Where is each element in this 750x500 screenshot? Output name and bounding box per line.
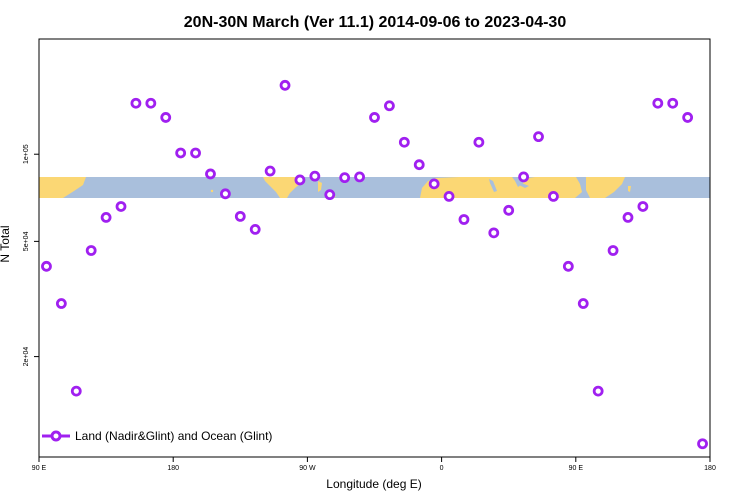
axis-ticks: 90 E 180 90 W 0 90 E 180 2e+04 5e+04 1e+05 [23, 144, 716, 472]
x-tick-label: 90 E [569, 465, 584, 472]
data-point [85, 245, 97, 256]
data-point [70, 385, 82, 397]
land-india-left [39, 177, 86, 198]
data-point [294, 174, 306, 186]
data-point [637, 201, 649, 212]
data-points [41, 79, 708, 450]
data-point [398, 136, 410, 148]
y-tick-label: 2e+04 [23, 347, 30, 367]
chart-title: 20N-30N March (Ver 11.1) 2014-09-06 to 2… [184, 14, 567, 31]
data-point [264, 165, 276, 177]
data-point [384, 100, 395, 112]
land-hawaii [210, 189, 214, 193]
data-point [577, 298, 589, 309]
data-point [100, 212, 112, 223]
x-tick-label: 0 [440, 465, 444, 472]
y-tick-label: 1e+05 [23, 144, 30, 164]
x-tick-label: 180 [704, 465, 716, 472]
land-americas [263, 177, 302, 198]
land-east-asia [586, 177, 625, 198]
data-point [697, 438, 708, 450]
legend: Land (Nadir&Glint) and Ocean (Glint) [42, 429, 272, 443]
data-point [548, 191, 559, 202]
data-point [205, 168, 216, 180]
x-tick-label: 180 [167, 465, 179, 472]
x-axis-label: Longitude (deg E) [326, 477, 421, 491]
data-point [533, 131, 544, 143]
data-point [279, 79, 291, 91]
data-point [592, 385, 604, 397]
data-point [190, 147, 201, 159]
data-point [682, 112, 694, 123]
red-sea [489, 179, 497, 192]
data-point [369, 112, 380, 123]
data-point [473, 136, 485, 148]
y-axis-label: N Total [0, 225, 12, 262]
y-tick-label: 5e+04 [23, 231, 30, 251]
data-point [607, 245, 619, 256]
data-point [55, 298, 67, 309]
legend-marker [50, 430, 62, 442]
data-point [145, 97, 157, 109]
plot-frame [38, 38, 711, 458]
land-africa-asia [420, 177, 582, 198]
data-point [622, 212, 634, 223]
legend-label: Land (Nadir&Glint) and Ocean (Glint) [75, 429, 272, 443]
data-point [309, 170, 321, 182]
data-point [413, 159, 425, 171]
data-point [339, 172, 351, 184]
data-point [354, 171, 365, 183]
data-point [667, 97, 679, 109]
data-point [234, 210, 246, 222]
data-point [562, 260, 574, 272]
data-point [652, 97, 664, 109]
data-point [428, 178, 440, 190]
x-tick-label: 90 W [299, 465, 316, 472]
data-point [488, 227, 500, 239]
data-point [443, 191, 455, 202]
data-point [249, 223, 261, 235]
data-point [115, 201, 127, 212]
data-point [324, 189, 336, 201]
data-point [503, 204, 515, 216]
data-point [160, 112, 172, 123]
land-taiwan [628, 186, 631, 192]
x-tick-label: 90 E [32, 465, 47, 472]
data-point [130, 97, 142, 109]
data-point [458, 214, 470, 225]
data-point [219, 188, 231, 200]
data-point [41, 260, 52, 272]
persian-gulf [517, 181, 529, 188]
data-point [175, 147, 187, 159]
world-map-band [39, 177, 710, 198]
data-point [518, 171, 530, 183]
